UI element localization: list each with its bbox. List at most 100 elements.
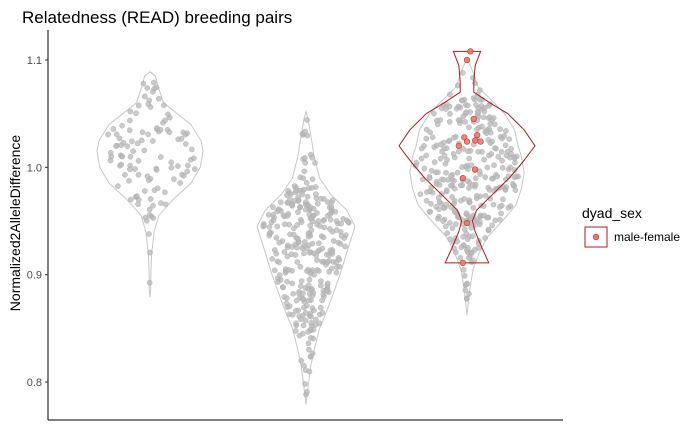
data-point-group-3: [474, 126, 480, 133]
data-point-group-2: [320, 291, 327, 298]
data-point-group-2: [284, 213, 291, 219]
data-point-group-3: [463, 295, 470, 302]
data-point-group-3: [489, 222, 495, 229]
data-point-group-2: [309, 154, 315, 161]
data-point-male-female: [459, 259, 467, 267]
data-point-group-2: [297, 263, 304, 270]
data-point-group-2: [315, 240, 322, 247]
data-point-group-2: [277, 199, 284, 206]
data-point-group-1: [132, 166, 138, 172]
data-point-group-1: [187, 156, 194, 163]
data-point-group-2: [305, 185, 312, 191]
data-point-group-1: [127, 108, 134, 115]
data-point-group-2: [305, 297, 312, 304]
data-point-group-3: [440, 218, 446, 224]
data-point-group-3: [439, 148, 445, 155]
data-point-group-1: [154, 185, 161, 192]
data-point-group-2: [292, 308, 299, 314]
data-point-group-1: [133, 193, 140, 199]
data-point-group-1: [140, 80, 147, 87]
data-point-group-3: [462, 287, 469, 294]
data-point-group-2: [297, 204, 304, 210]
data-point-group-3: [437, 155, 444, 162]
data-point-group-1: [145, 131, 151, 138]
legend-label: male-female: [614, 230, 680, 244]
data-point-group-3: [440, 176, 447, 183]
data-point-group-2: [319, 309, 326, 316]
data-point-group-3: [481, 156, 488, 163]
data-point-group-3: [431, 110, 437, 117]
data-point-group-1: [120, 139, 127, 146]
highlight-layer: [398, 48, 536, 267]
data-point-group-1: [185, 162, 191, 169]
data-point-group-2: [301, 250, 307, 257]
data-point-group-3: [502, 142, 509, 149]
data-point-group-3: [475, 148, 482, 155]
data-point-group-1: [162, 201, 169, 208]
data-point-group-2: [302, 381, 308, 387]
data-point-male-female: [477, 138, 484, 145]
data-point-group-3: [443, 201, 450, 208]
data-point-group-3: [503, 176, 509, 183]
data-point-group-3: [463, 109, 470, 115]
data-point-group-1: [118, 161, 124, 168]
data-point-group-1: [146, 231, 152, 237]
data-point-male-female: [472, 137, 479, 144]
data-point-group-1: [127, 166, 133, 173]
data-point-group-2: [304, 389, 310, 395]
data-point-group-3: [465, 166, 471, 172]
data-point-group-2: [328, 204, 335, 210]
data-point-group-2: [342, 243, 348, 250]
data-point-group-3: [508, 150, 514, 157]
data-point-male-female: [463, 220, 471, 227]
violin-group-1: [96, 71, 204, 298]
legend: dyad_sex male-female: [582, 205, 680, 248]
data-point-group-2: [311, 271, 318, 278]
data-point-group-1: [145, 101, 152, 107]
data-point-group-2: [308, 319, 315, 326]
data-point-group-3: [480, 114, 487, 121]
points-layer: [105, 70, 521, 398]
data-point-group-3: [435, 169, 441, 176]
data-point-group-3: [458, 244, 465, 250]
data-point-group-2: [320, 217, 327, 224]
data-point-group-2: [330, 238, 337, 244]
data-point-group-2: [270, 204, 276, 210]
data-point-group-3: [495, 153, 502, 160]
data-point-group-1: [141, 188, 148, 194]
data-point-group-3: [423, 152, 430, 159]
data-point-group-1: [135, 158, 142, 164]
data-point-group-1: [147, 196, 154, 202]
data-point-group-3: [444, 157, 450, 163]
data-point-group-2: [302, 239, 308, 245]
data-point-male-female: [474, 132, 481, 139]
data-point-male-female: [467, 48, 474, 55]
data-point-group-3: [470, 95, 477, 101]
data-point-group-3: [457, 182, 464, 189]
data-point-group-3: [493, 145, 499, 152]
data-point-group-3: [438, 141, 444, 148]
data-point-group-3: [421, 143, 427, 149]
data-point-group-1: [165, 111, 171, 118]
data-point-group-1: [153, 167, 160, 173]
data-point-group-1: [182, 131, 188, 138]
data-point-group-2: [318, 195, 324, 202]
data-point-group-2: [345, 219, 352, 225]
data-point-group-3: [459, 70, 466, 76]
data-point-group-3: [472, 175, 479, 182]
data-point-group-2: [333, 227, 340, 233]
data-point-group-3: [483, 127, 490, 133]
data-point-group-2: [326, 226, 333, 232]
data-point-group-1: [122, 171, 128, 178]
data-point-group-2: [297, 316, 304, 323]
data-point-group-2: [305, 266, 311, 273]
data-point-group-3: [486, 152, 492, 159]
data-point-group-3: [512, 187, 519, 193]
data-point-group-3: [443, 106, 449, 112]
data-point-group-2: [336, 256, 343, 263]
data-point-group-2: [290, 231, 297, 238]
axes-layer: 0.8 0.9 1.0 1.1: [27, 30, 563, 421]
data-point-group-3: [513, 173, 520, 180]
data-point-group-3: [464, 102, 471, 109]
